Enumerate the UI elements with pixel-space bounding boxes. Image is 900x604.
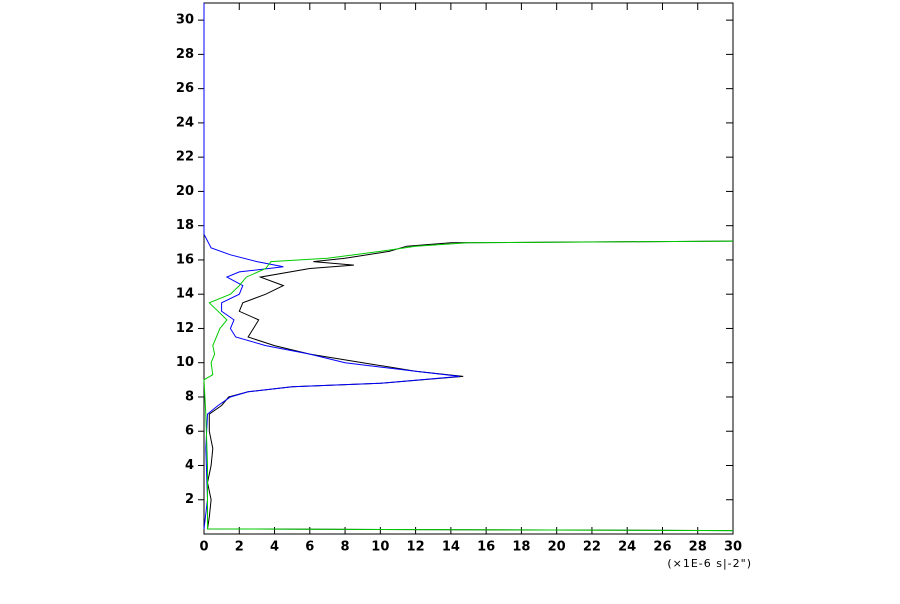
- x-tick-label: 28: [689, 540, 707, 555]
- x-tick-label: 2: [235, 540, 244, 555]
- x-axis-label: (×1E-6 s|-2"): [667, 557, 752, 570]
- x-tick-label: 10: [371, 540, 389, 555]
- x-tick-label: 18: [512, 540, 530, 555]
- x-tick-label: 6: [305, 540, 314, 555]
- y-tick-label: 28: [176, 47, 194, 62]
- profile-line: [206, 240, 734, 532]
- y-tick-label: 6: [185, 424, 194, 439]
- y-tick-label: 12: [176, 321, 194, 336]
- plot-frame: [203, 2, 734, 535]
- y-tick-label: 30: [176, 13, 194, 28]
- y-tick-label: 10: [176, 355, 194, 370]
- x-tick-label: 24: [618, 540, 636, 555]
- y-tick-label: 20: [176, 184, 194, 199]
- profile-line: [203, 3, 460, 529]
- x-tick-label: 26: [653, 540, 671, 555]
- y-tick-label: 4: [185, 458, 194, 473]
- y-tick-label: 14: [176, 287, 194, 302]
- x-tick-label: 14: [442, 540, 460, 555]
- x-tick-label: 8: [341, 540, 350, 555]
- x-tick-label: 4: [270, 540, 279, 555]
- y-tick-label: 18: [176, 218, 194, 233]
- profile-line: [203, 240, 734, 532]
- x-tick-label: 30: [724, 540, 742, 555]
- y-tick-label: 26: [176, 81, 194, 96]
- y-tick-label: 16: [176, 252, 194, 267]
- y-tick-label: 2: [185, 492, 194, 507]
- x-tick-label: 20: [548, 540, 566, 555]
- x-tick-label: 16: [477, 540, 495, 555]
- y-tick-label: 22: [176, 150, 194, 165]
- x-tick-label: 12: [407, 540, 425, 555]
- y-tick-label: 8: [185, 389, 194, 404]
- y-tick-label: 24: [176, 115, 194, 130]
- x-tick-label: 22: [583, 540, 601, 555]
- x-tick-label: 0: [199, 540, 208, 555]
